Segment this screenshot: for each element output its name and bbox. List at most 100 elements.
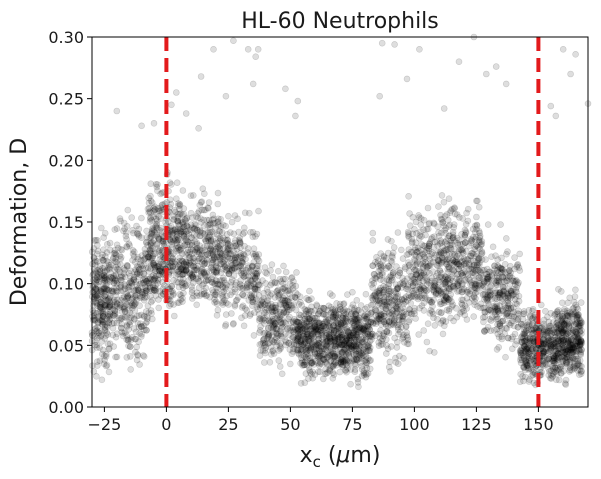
data-point bbox=[572, 352, 580, 360]
data-point bbox=[380, 262, 387, 270]
data-point bbox=[94, 302, 101, 310]
data-point bbox=[444, 216, 452, 224]
data-point bbox=[505, 266, 513, 274]
data-point bbox=[100, 234, 107, 241]
data-point bbox=[182, 217, 189, 224]
data-point bbox=[196, 254, 204, 262]
data-point bbox=[393, 303, 401, 311]
data-point bbox=[147, 233, 155, 240]
data-point bbox=[107, 301, 114, 309]
data-point bbox=[511, 296, 519, 303]
data-point bbox=[251, 252, 258, 260]
data-point bbox=[121, 303, 128, 311]
data-point bbox=[132, 328, 140, 336]
data-point bbox=[153, 232, 160, 239]
data-point bbox=[220, 277, 228, 284]
data-point bbox=[126, 272, 134, 280]
data-point bbox=[147, 214, 154, 221]
data-point bbox=[101, 326, 108, 334]
data-point bbox=[380, 310, 388, 317]
data-point bbox=[176, 200, 184, 208]
data-point bbox=[96, 305, 104, 312]
data-point bbox=[166, 196, 174, 203]
data-point bbox=[527, 312, 534, 320]
data-point bbox=[540, 320, 548, 328]
data-point bbox=[123, 223, 131, 230]
data-point bbox=[156, 246, 163, 254]
data-point bbox=[154, 181, 161, 188]
data-point bbox=[199, 247, 206, 255]
data-point bbox=[142, 276, 149, 284]
data-point bbox=[502, 353, 509, 361]
data-point bbox=[102, 362, 110, 370]
data-point bbox=[147, 255, 154, 263]
data-point bbox=[126, 343, 134, 350]
data-point bbox=[110, 279, 117, 286]
data-point bbox=[101, 284, 108, 292]
data-point bbox=[296, 293, 304, 301]
data-point bbox=[117, 246, 125, 253]
data-point bbox=[348, 357, 356, 365]
data-point bbox=[249, 233, 257, 241]
data-point bbox=[93, 273, 101, 280]
data-point bbox=[92, 298, 100, 305]
data-point bbox=[178, 225, 186, 232]
data-point bbox=[140, 270, 148, 278]
data-point bbox=[109, 255, 117, 263]
data-point bbox=[98, 321, 106, 328]
data-point bbox=[169, 229, 177, 237]
data-point bbox=[141, 326, 148, 334]
data-point bbox=[140, 279, 148, 286]
data-point bbox=[374, 296, 382, 304]
data-point bbox=[97, 307, 104, 315]
data-point bbox=[98, 224, 105, 232]
data-point bbox=[92, 279, 100, 287]
data-point bbox=[445, 195, 453, 202]
data-point bbox=[173, 233, 181, 240]
data-point bbox=[450, 224, 458, 231]
data-point bbox=[178, 219, 186, 226]
data-point bbox=[117, 314, 125, 322]
data-point bbox=[155, 248, 163, 255]
data-point bbox=[105, 264, 112, 272]
data-point bbox=[168, 267, 175, 274]
data-point bbox=[90, 312, 98, 319]
data-point bbox=[383, 328, 391, 336]
data-point bbox=[187, 245, 195, 253]
data-point bbox=[203, 216, 211, 224]
data-point bbox=[99, 310, 107, 318]
data-point bbox=[286, 360, 294, 368]
data-point bbox=[132, 293, 140, 301]
data-point bbox=[152, 181, 160, 188]
data-point bbox=[400, 312, 407, 319]
data-point bbox=[105, 319, 112, 327]
data-point bbox=[136, 361, 143, 368]
data-point bbox=[488, 313, 496, 321]
data-point bbox=[170, 250, 177, 257]
data-point bbox=[497, 264, 505, 272]
y-tick-label: 0.05 bbox=[48, 336, 84, 355]
data-point bbox=[275, 357, 283, 364]
data-point bbox=[189, 273, 196, 280]
data-point bbox=[337, 359, 344, 366]
data-point bbox=[115, 314, 123, 322]
data-point bbox=[355, 355, 363, 362]
data-point bbox=[234, 215, 241, 223]
data-point bbox=[147, 245, 155, 253]
data-point bbox=[155, 304, 162, 312]
data-point bbox=[174, 217, 182, 225]
data-point bbox=[106, 308, 113, 316]
data-point bbox=[168, 241, 175, 248]
data-point bbox=[434, 276, 442, 284]
data-point bbox=[128, 301, 136, 309]
data-point bbox=[103, 276, 111, 283]
data-point bbox=[206, 247, 214, 254]
data-point bbox=[93, 258, 101, 265]
data-point bbox=[156, 256, 164, 263]
data-point bbox=[140, 352, 147, 359]
data-point bbox=[250, 332, 258, 339]
data-point bbox=[117, 296, 125, 304]
data-point bbox=[134, 270, 141, 278]
data-point bbox=[129, 256, 136, 264]
data-point bbox=[170, 276, 177, 284]
